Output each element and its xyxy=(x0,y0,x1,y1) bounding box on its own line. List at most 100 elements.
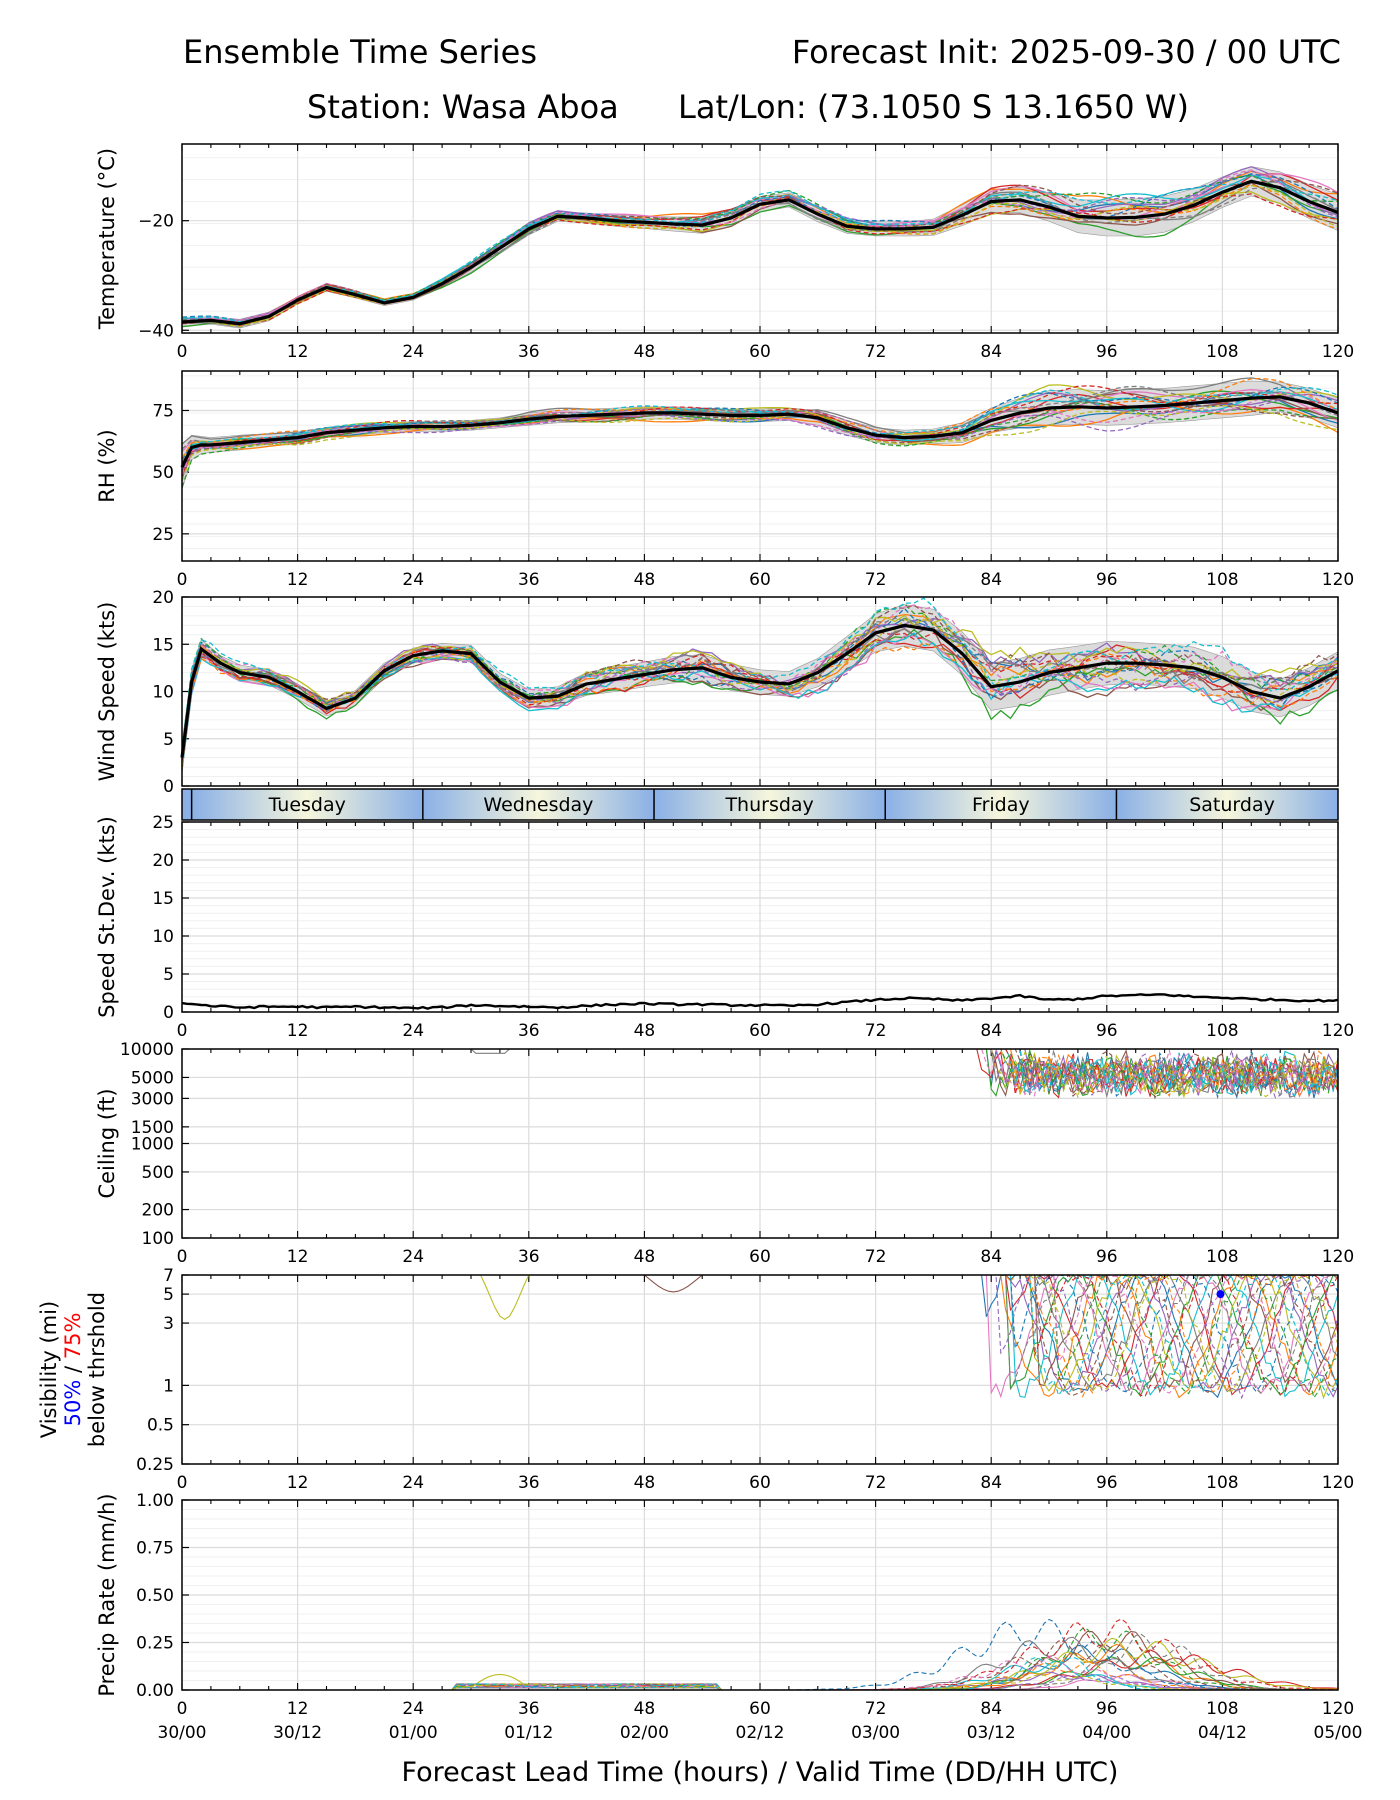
precip-x-tick-label: 60 xyxy=(749,1699,771,1719)
visibility-x-tick-label: 48 xyxy=(634,1473,656,1493)
precip-x-tick-label: 72 xyxy=(865,1699,887,1719)
precip-x-tick-label: 96 xyxy=(1096,1699,1118,1719)
temperature-x-tick-label: 48 xyxy=(634,342,656,362)
rh-x-tick-label: 60 xyxy=(749,570,771,590)
temperature-member-20 xyxy=(181,180,1339,323)
temperature-x-tick-label: 96 xyxy=(1096,342,1118,362)
ceiling-y-tick-label: 1500 xyxy=(131,1118,174,1138)
speed_stdev-y-tick-label: 10 xyxy=(152,927,174,947)
speed_stdev-x-tick-label: 0 xyxy=(177,1021,188,1041)
temperature-mean-line xyxy=(181,179,1339,326)
visibility-panel: 50% / 75% xyxy=(61,1273,1339,1465)
rh-member-10 xyxy=(181,391,1339,468)
speed_stdev-panel xyxy=(181,821,1339,1013)
precip-x-tick-label: 84 xyxy=(980,1699,1002,1719)
precip-panel xyxy=(181,1499,1339,1691)
ceiling-y-label: Ceiling (ft) xyxy=(95,1088,119,1198)
precip-frame xyxy=(181,1499,1339,1691)
speed_stdev-x-tick-label: 84 xyxy=(980,1021,1002,1041)
valid-time-label: 05/00 xyxy=(1314,1723,1363,1743)
day-label-thursday: Thursday xyxy=(724,794,813,816)
precip-x-tick-label: 12 xyxy=(287,1699,309,1719)
rh-panel xyxy=(180,371,1339,562)
ceiling-x-tick-label: 120 xyxy=(1322,1247,1354,1267)
visibility-x-tick-label: 84 xyxy=(980,1473,1002,1493)
visibility-y-label: Visibility (mi) xyxy=(37,1301,61,1438)
rh-mean-line xyxy=(180,395,1339,468)
temperature-frame xyxy=(181,143,1339,334)
speed_stdev-y-tick-label: 0 xyxy=(163,1003,174,1023)
speed_stdev-x-tick-label: 120 xyxy=(1322,1021,1354,1041)
rh-member-11 xyxy=(181,386,1339,461)
precip-x-tick-label: 0 xyxy=(177,1699,188,1719)
valid-time-label: 01/12 xyxy=(504,1723,553,1743)
day-band xyxy=(181,788,1339,821)
rh-member-19 xyxy=(181,404,1339,481)
precip-y-tick-label: 0.00 xyxy=(136,1681,174,1701)
x-axis-label: Forecast Lead Time (hours) / Valid Time … xyxy=(402,1757,1119,1788)
speed_stdev-y-tick-label: 25 xyxy=(152,813,174,833)
precip-y-tick-label: 1.00 xyxy=(136,1491,174,1511)
speed_stdev-y-label: Speed St.Dev. (kts) xyxy=(95,816,119,1018)
wind_speed-y-label: Wind Speed (kts) xyxy=(95,602,119,782)
ceiling-x-tick-label: 84 xyxy=(980,1247,1002,1267)
rh-frame xyxy=(181,370,1339,562)
speed_stdev-x-tick-label: 72 xyxy=(865,1021,887,1041)
wind_speed-frame xyxy=(181,596,1339,787)
ceiling-y-tick-label: 10000 xyxy=(120,1040,174,1060)
day-label-wednesday: Wednesday xyxy=(483,794,593,816)
wind_speed-panel xyxy=(180,596,1339,787)
ceiling-x-tick-label: 0 xyxy=(177,1247,188,1267)
day-cell xyxy=(1116,789,1338,820)
speed_stdev-y-tick-label: 5 xyxy=(163,965,174,985)
station-label: Station: Wasa Aboa xyxy=(307,88,619,126)
wind_speed-y-tick-label: 0 xyxy=(163,777,174,797)
rh-x-tick-label: 48 xyxy=(634,570,656,590)
speed_stdev-frame xyxy=(181,821,1339,1013)
temperature-y-tick-label: −20 xyxy=(138,212,174,232)
day-label-tuesday: Tuesday xyxy=(268,794,346,816)
valid-time-label: 01/00 xyxy=(389,1723,438,1743)
temperature-x-tick-label: 36 xyxy=(518,342,540,362)
speed_stdev-y-tick-label: 20 xyxy=(152,851,174,871)
ceiling-y-tick-label: 100 xyxy=(142,1229,174,1249)
ceiling-x-tick-label: 72 xyxy=(865,1247,887,1267)
rh-x-tick-label: 84 xyxy=(980,570,1002,590)
speed-stdev-line xyxy=(181,993,1339,1010)
speed_stdev-x-tick-label: 12 xyxy=(287,1021,309,1041)
rh-member-15 xyxy=(181,399,1339,482)
temperature-y-label: Temperature (°C) xyxy=(95,148,119,330)
temperature-x-tick-label: 24 xyxy=(402,342,424,362)
rh-x-tick-label: 0 xyxy=(177,570,188,590)
visibility-x-tick-label: 72 xyxy=(865,1473,887,1493)
legend-75-percent: 75% xyxy=(61,1313,85,1360)
ceiling-x-tick-label: 96 xyxy=(1096,1247,1118,1267)
wind_speed-member-6 xyxy=(181,627,1339,771)
ceiling-y-tick-label: 1000 xyxy=(131,1135,174,1155)
visibility-x-tick-label: 12 xyxy=(287,1473,309,1493)
legend-separator: / xyxy=(61,1359,85,1379)
visibility-x-tick-label: 36 xyxy=(518,1473,540,1493)
valid-time-label: 30/12 xyxy=(273,1723,322,1743)
valid-time-label: 04/00 xyxy=(1082,1723,1131,1743)
wind_speed-member-14 xyxy=(181,630,1339,763)
rh-y-label: RH (%) xyxy=(95,429,119,502)
valid-time-label: 04/12 xyxy=(1198,1723,1247,1743)
ceiling-y-tick-label: 5000 xyxy=(131,1068,174,1088)
rh-y-tick-label: 25 xyxy=(152,525,174,545)
temperature-x-tick-label: 12 xyxy=(287,342,309,362)
wind_speed-y-tick-label: 5 xyxy=(163,730,174,750)
speed_stdev-y-tick-label: 15 xyxy=(152,889,174,909)
day-cell xyxy=(654,789,886,820)
wind_speed-y-tick-label: 20 xyxy=(152,588,174,608)
precip-x-tick-label: 120 xyxy=(1322,1699,1354,1719)
temperature-x-tick-label: 120 xyxy=(1322,342,1354,362)
rh-x-tick-label: 120 xyxy=(1322,570,1354,590)
visibility-y-tick-label: 3 xyxy=(163,1314,174,1334)
ceiling-panel xyxy=(181,1048,1339,1239)
precip-y-tick-label: 0.75 xyxy=(136,1539,174,1559)
visibility-x-tick-label: 24 xyxy=(402,1473,424,1493)
temperature-panel xyxy=(181,144,1339,334)
